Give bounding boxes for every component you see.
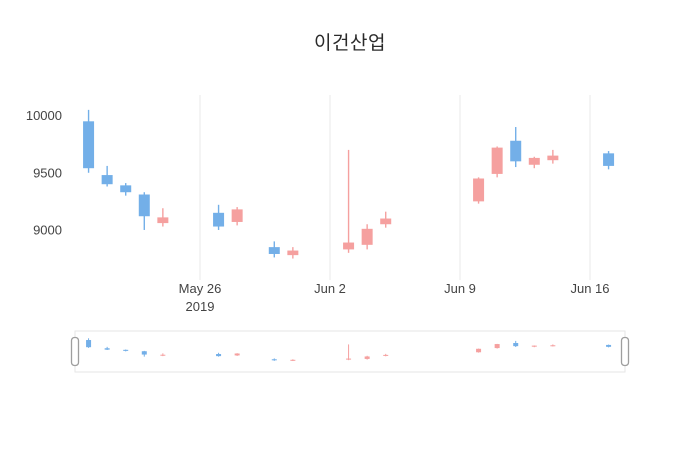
rangeslider-candle-body [383, 354, 389, 356]
rangeslider-candle [383, 353, 389, 357]
rangeslider-candle [160, 353, 166, 357]
candle-body [603, 153, 615, 166]
rangeslider-candle-body [234, 353, 240, 356]
chart-title: 이건산업 [314, 33, 386, 54]
candle-body [528, 157, 540, 165]
rangeslider-candle-body [476, 348, 482, 353]
candle-body [268, 247, 280, 254]
rangeslider-candle [271, 358, 277, 361]
rangeslider-candle-body [606, 344, 612, 347]
candle[interactable] [83, 109, 95, 173]
rangeslider-candle-body [160, 354, 166, 356]
rangeslider-candle-body [550, 345, 556, 347]
candle-body [157, 217, 169, 224]
rangeslider-candle [104, 346, 110, 350]
candle-body [83, 121, 95, 169]
rangeslider-candle [346, 344, 352, 361]
candle[interactable] [473, 177, 485, 204]
rangeslider-candle-body [86, 340, 92, 348]
candle[interactable] [510, 127, 522, 168]
rangeslider-candle-body [141, 351, 147, 355]
candle-body [380, 218, 392, 225]
rangeslider-candle [550, 344, 556, 347]
x-tick-label: Jun 16 [570, 281, 609, 296]
rangeslider-handle-left[interactable] [70, 336, 80, 367]
x-tick-label: May 26 [179, 281, 222, 296]
candle[interactable] [603, 151, 615, 170]
candle-body [287, 250, 299, 256]
candle-body [343, 242, 355, 250]
rangeslider-candle [123, 349, 129, 352]
y-tick-label: 9500 [33, 165, 62, 180]
candle-body [361, 228, 373, 245]
candle[interactable] [380, 211, 392, 228]
candle[interactable] [361, 224, 373, 250]
rangeslider-track[interactable] [74, 330, 626, 373]
candle[interactable] [157, 208, 169, 227]
candle-body [231, 209, 243, 222]
rangeslider-candle [476, 348, 482, 353]
candle[interactable] [287, 247, 299, 259]
candle[interactable] [138, 192, 150, 230]
x-tick-label: Jun 9 [444, 281, 476, 296]
candle[interactable] [491, 146, 503, 178]
candle[interactable] [528, 156, 540, 169]
rangeslider-handle-right[interactable] [620, 336, 630, 367]
rangeslider-candle-body [216, 354, 222, 357]
y-tick-label: 10000 [26, 108, 62, 123]
candle[interactable] [547, 149, 559, 164]
candle-body [138, 194, 150, 217]
rangeslider-candle-body [513, 343, 519, 347]
rangeslider-candle [141, 350, 147, 357]
candle-body [213, 212, 225, 227]
rangeslider-candle-body [531, 345, 537, 347]
rangeslider-candle-body [290, 359, 296, 361]
rangeslider-candle-body [104, 348, 110, 350]
rangeslider-candle-body [271, 359, 277, 361]
rangeslider-candle [234, 353, 240, 356]
rangeslider-candle-body [123, 349, 129, 351]
rangeslider-candle-body [346, 358, 352, 360]
rangeslider-candle [364, 355, 370, 360]
candle-body [101, 175, 113, 185]
rangeslider-candle [513, 340, 519, 348]
rangeslider-candle [86, 338, 92, 348]
candle-body [547, 155, 559, 161]
x-tick-sublabel: 2019 [186, 299, 215, 314]
candle-body [473, 178, 485, 202]
rangeslider-candle-body [364, 356, 370, 359]
candle[interactable] [213, 204, 225, 230]
rangeslider-candle [216, 352, 222, 357]
candle[interactable] [268, 241, 280, 258]
candle[interactable] [231, 207, 243, 226]
candle-body [120, 185, 132, 193]
x-tick-label: Jun 2 [314, 281, 346, 296]
candle-body [491, 147, 503, 174]
candle[interactable] [120, 183, 132, 196]
candle-body [510, 140, 522, 162]
y-tick-label: 9000 [33, 222, 62, 237]
rangeslider-candle [531, 345, 537, 348]
candle[interactable] [101, 165, 113, 187]
rangeslider-candle [606, 344, 612, 348]
candle[interactable] [343, 149, 355, 253]
rangeslider-candle-body [494, 344, 500, 349]
rangeslider-candle [290, 359, 296, 362]
rangeslider-candle [494, 343, 500, 349]
